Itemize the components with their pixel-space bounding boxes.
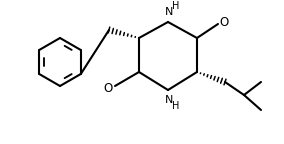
Text: O: O [103,82,113,94]
Text: N: N [165,95,173,105]
Text: O: O [219,17,229,30]
Text: N: N [165,7,173,17]
Text: H: H [172,101,180,111]
Text: H: H [172,1,180,11]
